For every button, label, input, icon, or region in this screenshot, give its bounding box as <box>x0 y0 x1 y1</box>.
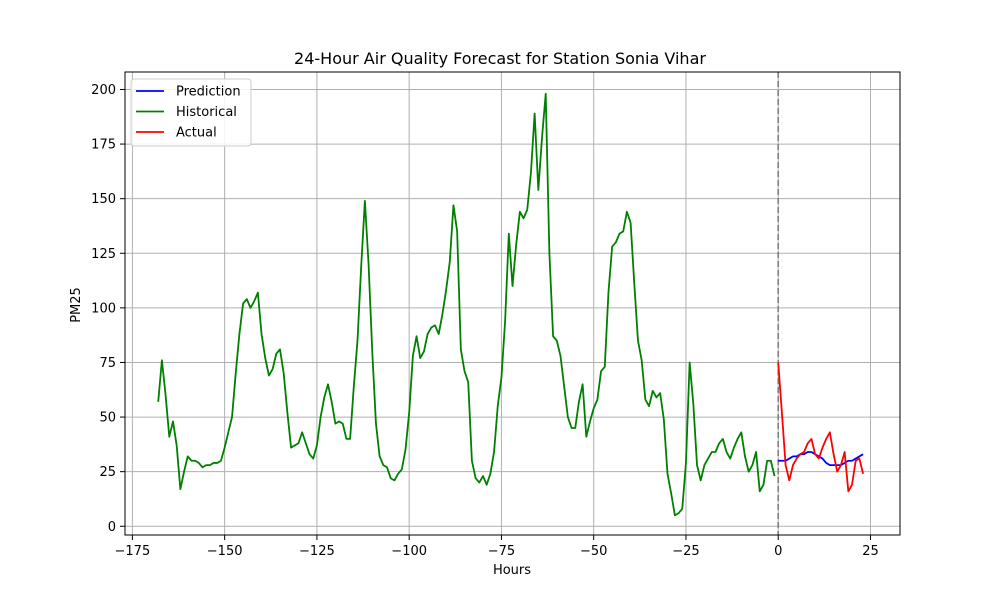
x-axis-label: Hours <box>493 563 531 578</box>
legend: Prediction Historical Actual <box>130 78 252 147</box>
legend-label-historical: Historical <box>176 105 237 120</box>
y-tick-label: 25 <box>99 465 116 480</box>
y-tick-label: 50 <box>99 411 116 426</box>
y-axis-ticks: 0 25 50 75 100 125 150 175 200 <box>91 83 125 535</box>
chart-title: 24-Hour Air Quality Forecast for Station… <box>294 49 706 68</box>
y-tick-label: 75 <box>99 356 116 371</box>
x-axis-ticks: −175 −150 −125 −100 −75 −50 −25 0 25 <box>115 535 879 559</box>
x-tick-label: −50 <box>580 544 607 559</box>
legend-label-actual: Actual <box>176 126 217 141</box>
x-tick-label: 25 <box>862 544 879 559</box>
y-tick-label: 100 <box>91 301 116 316</box>
legend-box <box>130 78 252 147</box>
x-tick-label: −175 <box>115 544 151 559</box>
y-tick-label: 0 <box>108 520 116 535</box>
series-layer <box>157 92 864 517</box>
y-tick-label: 200 <box>91 83 116 98</box>
y-axis-label: PM25 <box>69 287 84 323</box>
y-tick-label: 175 <box>91 138 116 153</box>
plot-frame <box>124 71 901 536</box>
x-tick-label: −125 <box>299 544 335 559</box>
series-line-prediction <box>778 451 864 467</box>
x-tick-label: 0 <box>774 544 782 559</box>
y-tick-label: 125 <box>91 247 116 262</box>
legend-label-prediction: Prediction <box>176 85 241 100</box>
series-line-historical <box>157 92 776 517</box>
x-tick-label: −25 <box>672 544 699 559</box>
x-tick-label: −150 <box>207 544 243 559</box>
x-tick-label: −75 <box>488 544 515 559</box>
y-tick-label: 150 <box>91 192 116 207</box>
x-tick-label: −100 <box>391 544 427 559</box>
series-line-actual <box>777 362 864 493</box>
